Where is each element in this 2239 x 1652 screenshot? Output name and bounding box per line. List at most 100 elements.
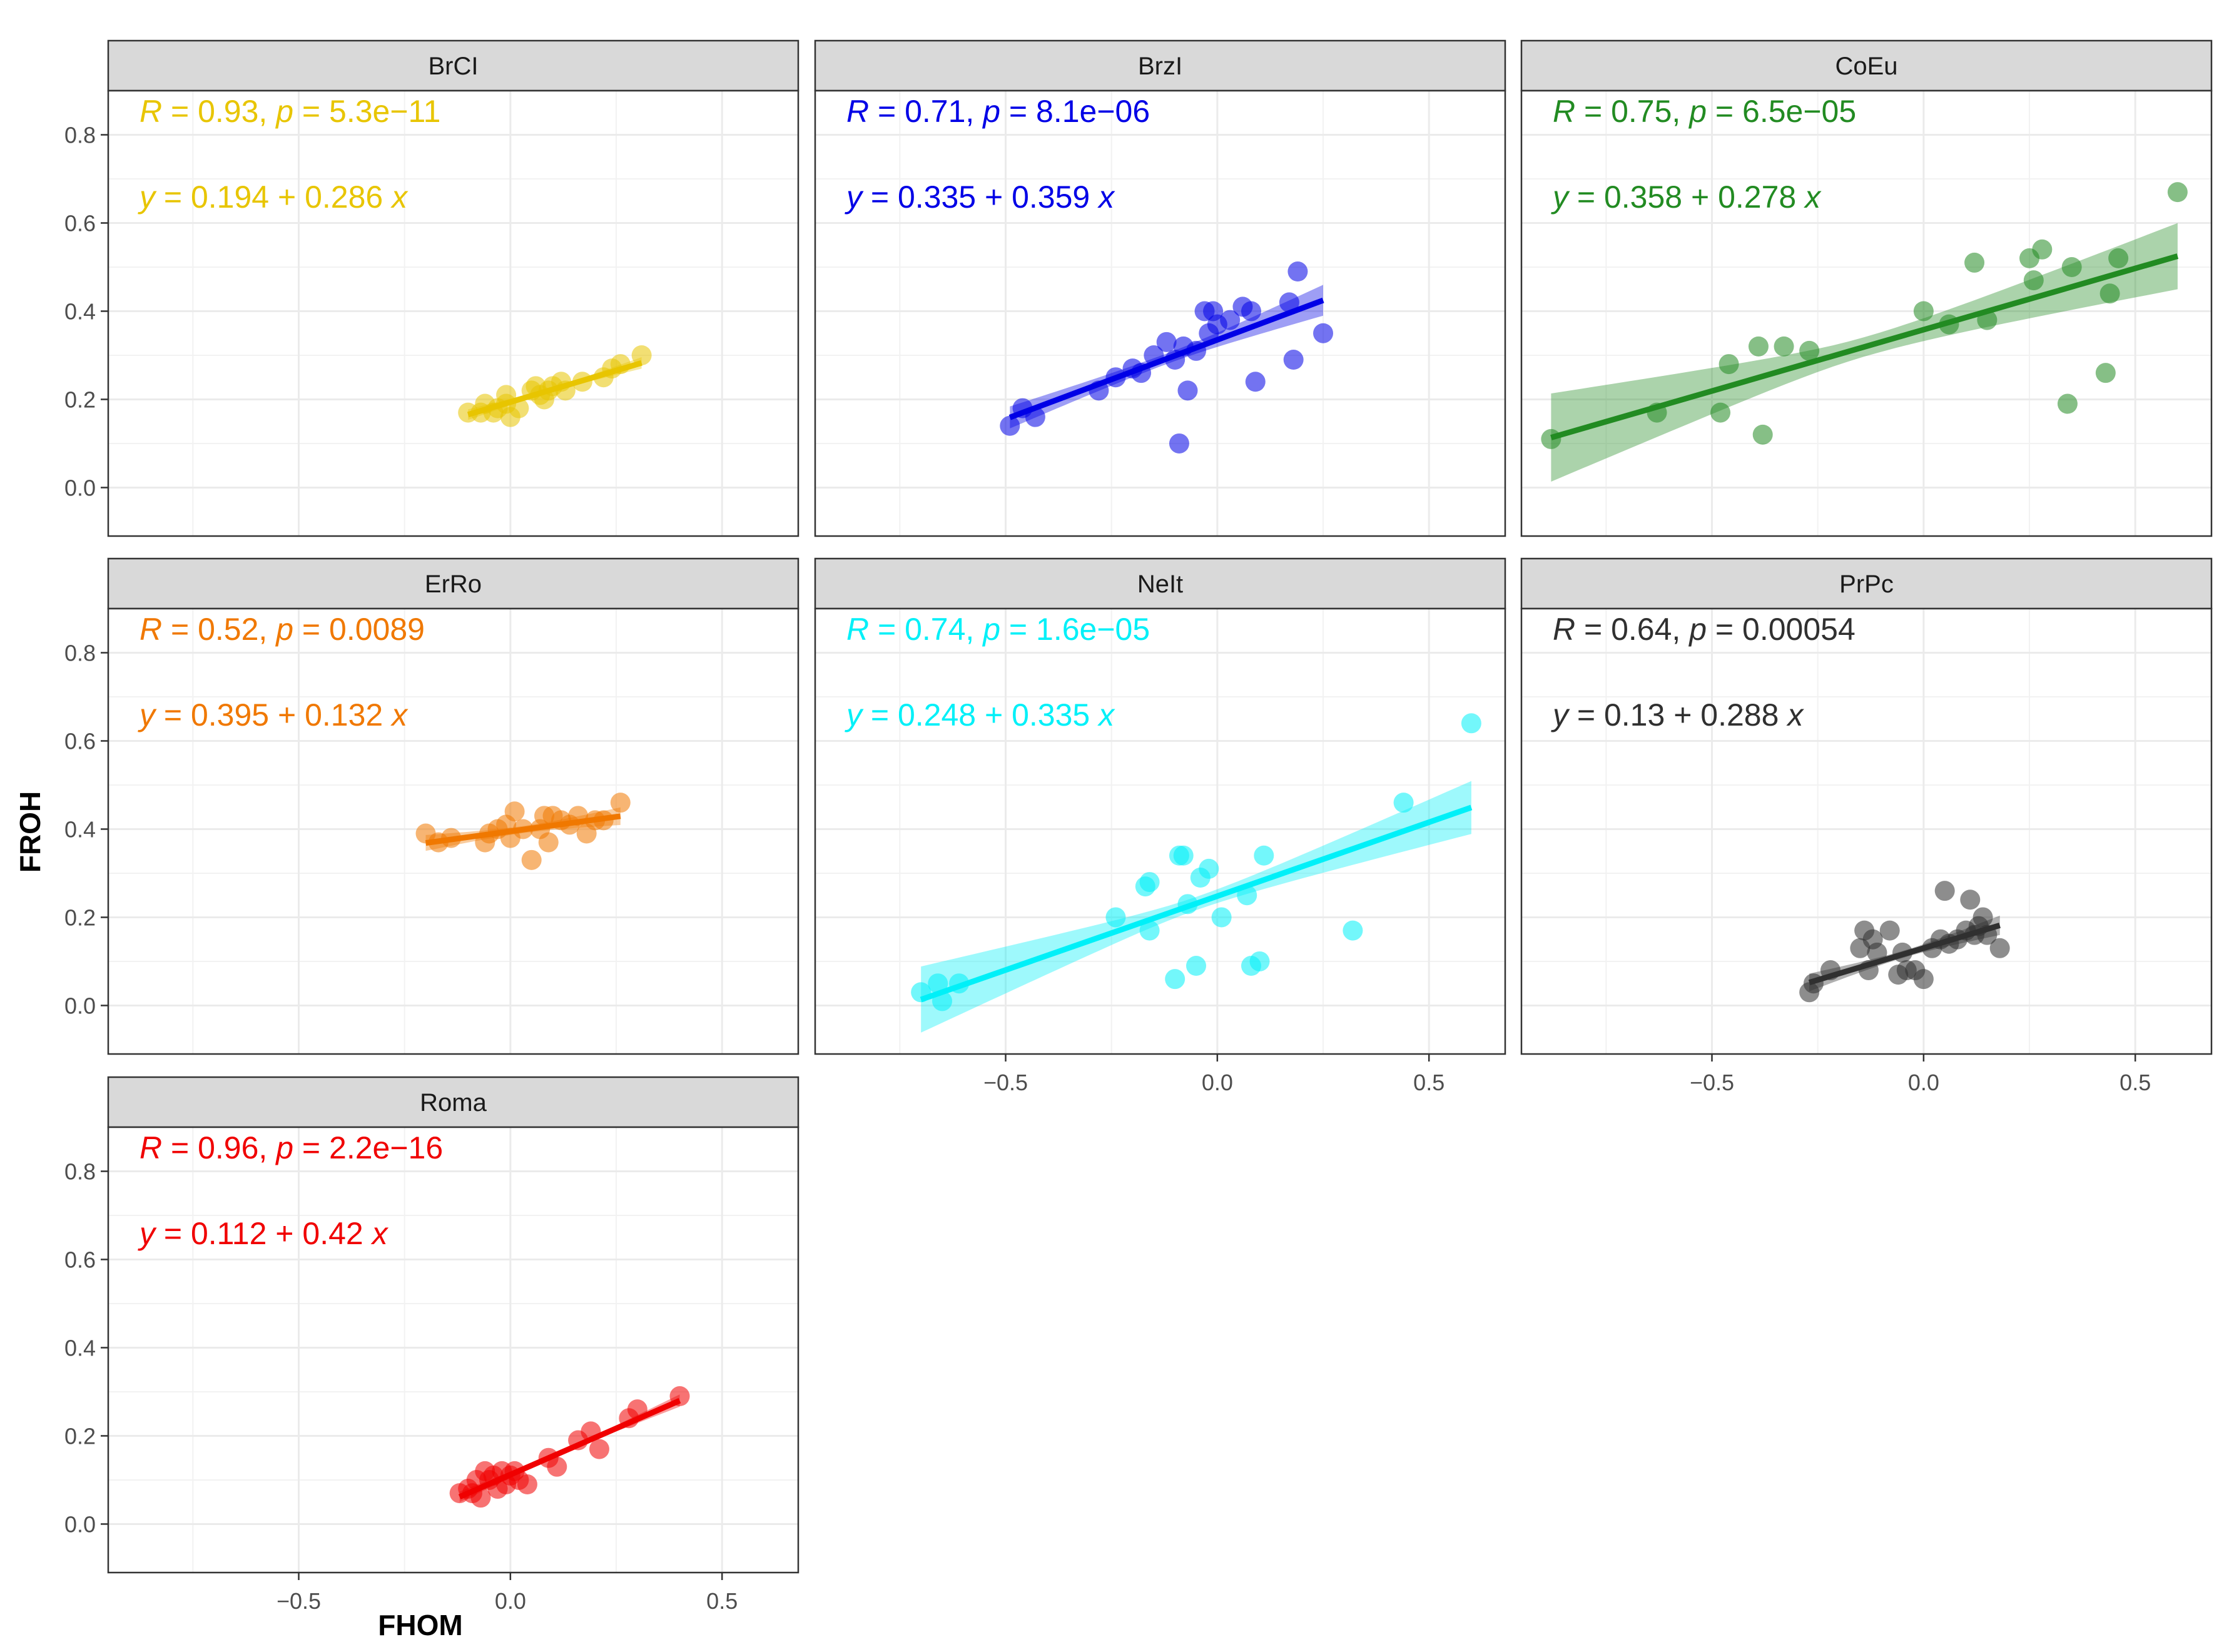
y-tick-label: 0.8 [64, 122, 96, 148]
regression-line [467, 360, 642, 418]
data-point [2023, 270, 2044, 291]
strip-label: Roma [420, 1089, 487, 1117]
data-point [2032, 239, 2053, 260]
regression-equation: y = 0.112 + 0.42 x [138, 1216, 389, 1251]
facet-panels: BrCI R = 0.93, p = 5.3e−11 y = 0.194 + 0.2… [64, 39, 2213, 1614]
x-tick-label: 0.0 [1202, 1070, 1233, 1095]
x-tick-label: 0.5 [1413, 1070, 1444, 1095]
data-point [1165, 969, 1186, 990]
data-point [1964, 252, 1985, 273]
y-tick-label: 0.6 [64, 1247, 96, 1272]
panel-border [107, 89, 800, 537]
data-point [1254, 845, 1274, 866]
data-point [1541, 428, 1561, 449]
data-point [1220, 310, 1241, 330]
data-point [521, 849, 542, 870]
data-point [1748, 336, 1769, 357]
data-point [547, 1456, 567, 1477]
x-tick-label: 0.5 [2120, 1070, 2151, 1095]
data-point [1913, 969, 1934, 990]
data-point [610, 793, 631, 813]
y-tick-label: 0.8 [64, 640, 96, 666]
data-point [1752, 424, 1773, 445]
data-point [2167, 182, 2188, 203]
strip-label: ErRo [425, 570, 482, 598]
data-point [1156, 332, 1177, 352]
plot-area [108, 1127, 798, 1573]
y-tick-label: 0.8 [64, 1158, 96, 1184]
data-point [1313, 323, 1334, 343]
data-point [1461, 713, 1481, 734]
data-point [1934, 881, 1955, 901]
data-point [1139, 872, 1160, 893]
panel-border [107, 1126, 800, 1574]
facet-panel-roma: Roma R = 0.96, p = 2.2e−16 y = 0.112 + 0.4… [64, 1076, 800, 1614]
x-tick-label: −0.5 [983, 1070, 1028, 1095]
correlation-annotation: R = 0.75, p = 6.5e−05 [1553, 94, 1856, 129]
data-point [589, 1439, 609, 1459]
correlation-annotation: R = 0.52, p = 0.0089 [140, 612, 425, 647]
panel-border [814, 607, 1506, 1055]
data-point [1879, 920, 1900, 941]
data-point [928, 973, 948, 994]
strip-background [107, 1076, 800, 1128]
data-point [1393, 793, 1414, 813]
x-tick-label: 0.5 [706, 1588, 738, 1614]
data-point [2099, 283, 2120, 304]
facet-panel-brzi: BrzI R = 0.71, p = 8.1e−06 y = 0.335 + 0.3… [814, 39, 1506, 537]
plot-area [108, 91, 798, 536]
data-point [1799, 340, 1820, 361]
data-point [2061, 256, 2082, 277]
strip-label: BrCI [429, 53, 479, 80]
facet-panel-brci: BrCI R = 0.93, p = 5.3e−11 y = 0.194 + 0.2… [64, 39, 800, 537]
data-point [504, 801, 525, 822]
strip-background [107, 557, 800, 610]
regression-equation: y = 0.395 + 0.132 x [138, 697, 409, 732]
data-point [1105, 907, 1126, 928]
data-point [1279, 292, 1299, 313]
regression-line [458, 1397, 681, 1500]
regression-equation: y = 0.13 + 0.288 x [1551, 697, 1804, 732]
panel-border [814, 89, 1506, 537]
y-tick-label: 0.0 [64, 993, 96, 1018]
strip-background [1520, 39, 2213, 92]
data-point [1169, 433, 1189, 454]
y-tick-label: 0.4 [64, 298, 96, 324]
data-point [517, 1474, 537, 1495]
y-tick-label: 0.6 [64, 728, 96, 754]
plot-area [815, 91, 1505, 536]
regression-line [1550, 253, 2179, 440]
y-tick-label: 0.4 [64, 816, 96, 842]
data-point [1000, 415, 1020, 436]
data-point [2057, 393, 2078, 414]
regression-equation: y = 0.194 + 0.286 x [138, 180, 409, 215]
y-tick-label: 0.6 [64, 210, 96, 236]
data-point [1960, 889, 1981, 910]
strip-background [1520, 557, 2213, 610]
data-point [1913, 301, 1934, 322]
regression-equation: y = 0.358 + 0.278 x [1551, 180, 1822, 215]
strip-background [107, 39, 800, 92]
correlation-annotation: R = 0.96, p = 2.2e−16 [140, 1130, 443, 1165]
strip-background [814, 557, 1506, 610]
data-point [1283, 350, 1304, 370]
panel-border [107, 607, 800, 1055]
confidence-band [1551, 223, 2178, 482]
data-point [1241, 301, 1261, 322]
correlation-annotation: R = 0.64, p = 0.00054 [1553, 612, 1856, 647]
data-point [1287, 261, 1308, 282]
data-point [1245, 372, 1266, 392]
data-point [1249, 951, 1270, 971]
data-point [1719, 354, 1739, 375]
data-point [1139, 920, 1160, 941]
data-point [2108, 248, 2129, 268]
data-point [2095, 363, 2116, 383]
facet-panel-coeu: CoEu R = 0.75, p = 6.5e−05 y = 0.358 + 0.2… [1520, 39, 2213, 537]
regression-line [425, 813, 621, 846]
x-axis-title: FHOM [378, 1609, 462, 1641]
y-tick-label: 0.0 [64, 475, 96, 500]
y-tick-label: 0.2 [64, 905, 96, 930]
y-tick-label: 0.2 [64, 387, 96, 412]
